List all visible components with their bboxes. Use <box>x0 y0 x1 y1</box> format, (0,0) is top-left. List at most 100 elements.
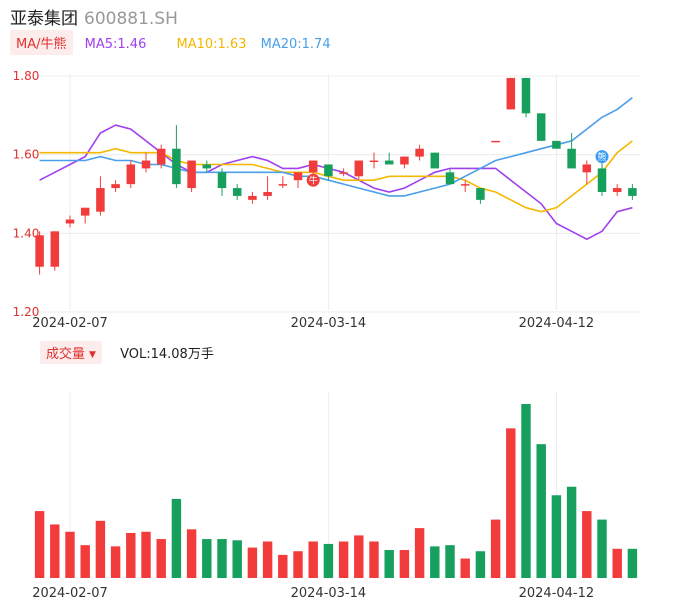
candle-body <box>582 164 592 173</box>
candle-body <box>491 140 500 143</box>
volume-bar <box>338 541 349 578</box>
candle-body <box>35 235 44 267</box>
volume-bar <box>430 546 440 578</box>
volume-bar <box>521 404 531 578</box>
volume-bar <box>369 541 379 578</box>
volume-bar <box>308 541 318 578</box>
candle-body <box>248 195 257 200</box>
volume-bar <box>141 531 151 578</box>
ma10-line <box>39 140 633 213</box>
x-tick-label: 2024-02-07 <box>32 586 108 601</box>
y-tick-label: 1.40 <box>13 226 40 240</box>
ma5-label: MA5:1.46 <box>84 37 147 52</box>
volume-toggle-button[interactable]: 成交量 ▼ <box>40 341 102 364</box>
candle-body <box>415 148 424 157</box>
volume-bar <box>627 548 638 578</box>
candle-body <box>293 172 303 181</box>
x-tick-label: 2024-02-07 <box>32 316 108 331</box>
volume-bar <box>551 495 562 578</box>
volume-bar <box>65 531 75 578</box>
candle-body <box>126 164 136 185</box>
volume-bar <box>460 558 470 578</box>
stock-header: 亚泰集团 600881.SH <box>10 4 178 29</box>
candle-body <box>506 77 516 110</box>
volume-bar <box>414 528 425 578</box>
candle-body <box>354 160 364 177</box>
volume-legend: 成交量 ▼ VOL:14.08万手 <box>40 341 214 364</box>
volume-bar <box>50 524 60 578</box>
volume-toggle-label: 成交量 <box>46 347 86 362</box>
bear-marker: 熊 <box>595 150 609 164</box>
candle-body <box>597 168 607 192</box>
volume-bar <box>34 511 45 578</box>
volume-bar <box>354 535 364 578</box>
volume-bar <box>171 498 182 578</box>
candle-body <box>308 160 318 173</box>
candle-body <box>202 164 212 169</box>
ma10-label: MA10:1.63 <box>176 37 247 52</box>
x-tick-label: 2024-04-12 <box>519 586 595 601</box>
x-tick-label: 2024-04-12 <box>519 316 595 331</box>
candle-body <box>460 184 470 186</box>
volume-bar <box>293 551 303 578</box>
candle-body <box>217 172 227 189</box>
volume-bar <box>323 543 334 578</box>
volume-bar <box>582 511 592 578</box>
volume-bar <box>156 539 166 578</box>
y-tick-label: 1.60 <box>13 148 40 162</box>
chevron-down-icon: ▼ <box>89 350 96 360</box>
x-tick-label: 2024-03-14 <box>291 586 367 601</box>
candle-body <box>187 160 196 189</box>
candle-body <box>476 188 485 200</box>
candle-body <box>65 219 75 224</box>
candle-body <box>263 192 272 196</box>
candle-body <box>96 188 105 212</box>
volume-bar <box>217 539 227 578</box>
candle-body <box>552 140 561 149</box>
marker-dot <box>595 150 609 164</box>
volume-bar <box>566 486 577 578</box>
candle-body <box>278 184 288 186</box>
volume-bar <box>490 519 501 578</box>
volume-bar <box>95 520 106 578</box>
volume-bar <box>384 550 394 578</box>
ma-toggle-button[interactable]: MA/牛熊 <box>10 30 73 55</box>
volume-bar <box>597 519 607 578</box>
ma20-label: MA20:1.74 <box>260 37 331 52</box>
candle-body <box>111 184 120 189</box>
candle-body <box>80 207 90 216</box>
candle-body <box>400 156 409 165</box>
volume-bar <box>262 541 273 578</box>
candle-body <box>172 148 181 185</box>
candle-body <box>445 172 455 185</box>
volume-bar <box>232 540 242 578</box>
volume-bar <box>247 547 258 578</box>
ma-legend: MA/牛熊 MA5:1.46 MA10:1.63 MA20:1.74 <box>10 30 331 55</box>
candle-body <box>628 188 637 196</box>
volume-bar <box>506 428 516 578</box>
ma20-line <box>39 96 633 197</box>
candle-body <box>521 77 531 114</box>
volume-bar <box>278 554 288 578</box>
volume-bar <box>80 545 90 578</box>
bull-marker: 牛 <box>306 173 320 187</box>
marker-label: 熊 <box>597 151 606 163</box>
volume-bar <box>202 539 212 578</box>
y-tick-label: 1.20 <box>13 305 40 319</box>
volume-bar <box>536 444 546 578</box>
volume-bar <box>186 529 197 578</box>
volume-bar <box>399 550 410 578</box>
volume-bar <box>126 532 136 578</box>
candle-body <box>612 188 622 192</box>
volume-value: VOL:14.08万手 <box>120 347 214 362</box>
candle-body <box>324 164 333 177</box>
volume-bar <box>445 545 455 578</box>
candle-body <box>339 172 348 174</box>
candle-body <box>384 160 394 165</box>
marker-label: 牛 <box>309 175 318 187</box>
candle-body <box>369 160 379 163</box>
x-tick-label: 2024-03-14 <box>291 316 367 331</box>
volume-bar <box>110 546 121 578</box>
candle-body <box>536 113 546 141</box>
